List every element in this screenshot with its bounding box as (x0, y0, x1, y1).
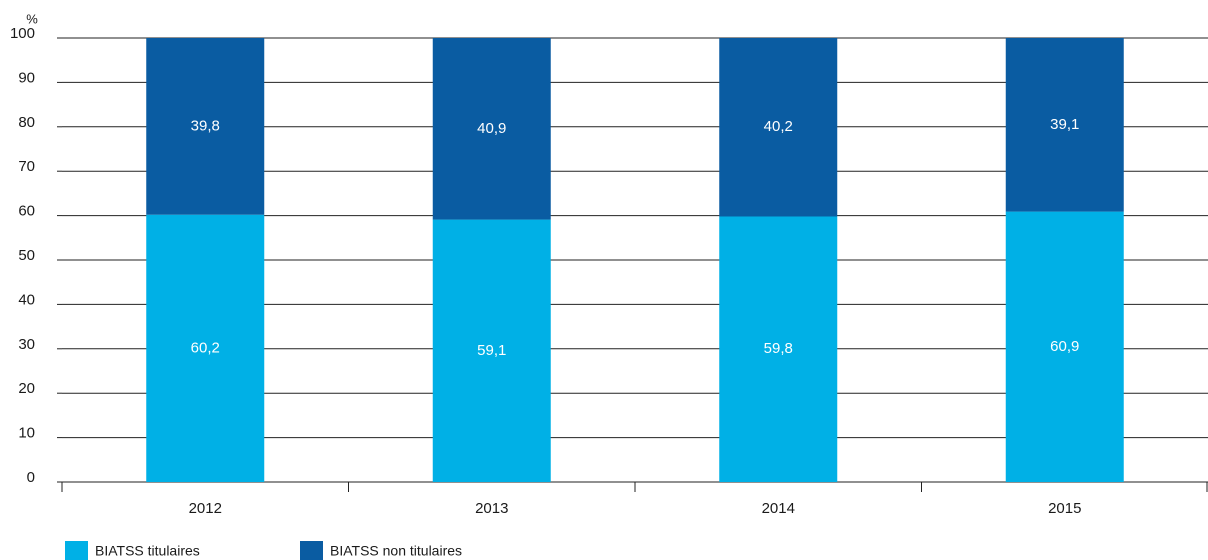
bar-segment (719, 216, 838, 482)
y-tick-label: 50 (18, 247, 35, 264)
bar-segment (146, 214, 265, 482)
x-tick-label: 2015 (1048, 500, 1081, 517)
y-tick-label: 90 (18, 69, 35, 86)
legend-label: BIATSS titulaires (95, 543, 200, 559)
y-axis-label: % (26, 11, 38, 26)
data-label: 59,1 (477, 342, 506, 359)
y-tick-label: 60 (18, 203, 35, 220)
y-tick-label: 100 (10, 25, 35, 42)
data-label: 39,1 (1050, 116, 1079, 133)
data-label: 40,9 (477, 120, 506, 137)
x-tick-label: 2013 (475, 500, 508, 517)
bar-segment (719, 38, 838, 217)
y-tick-label: 10 (18, 425, 35, 442)
x-tick-label: 2012 (189, 500, 222, 517)
y-tick-label: 80 (18, 114, 35, 131)
y-tick-label: 20 (18, 380, 35, 397)
y-tick-label: 0 (27, 469, 35, 486)
legend-label: BIATSS non titulaires (330, 543, 462, 559)
y-tick-label: 70 (18, 158, 35, 175)
data-label: 60,9 (1050, 338, 1079, 355)
x-tick-label: 2014 (762, 500, 795, 517)
data-label: 60,2 (191, 339, 220, 356)
legend-swatch (65, 541, 88, 560)
data-label: 59,8 (764, 340, 793, 357)
data-label: 40,2 (764, 118, 793, 135)
data-label: 39,8 (191, 117, 220, 134)
bar-segment (432, 219, 551, 482)
y-tick-label: 30 (18, 336, 35, 353)
y-tick-label: 40 (18, 291, 35, 308)
bar-segment (432, 38, 551, 220)
legend-swatch (300, 541, 323, 560)
bar-segment (146, 38, 265, 215)
bar-segment (1005, 38, 1124, 212)
bar-segment (1005, 211, 1124, 482)
